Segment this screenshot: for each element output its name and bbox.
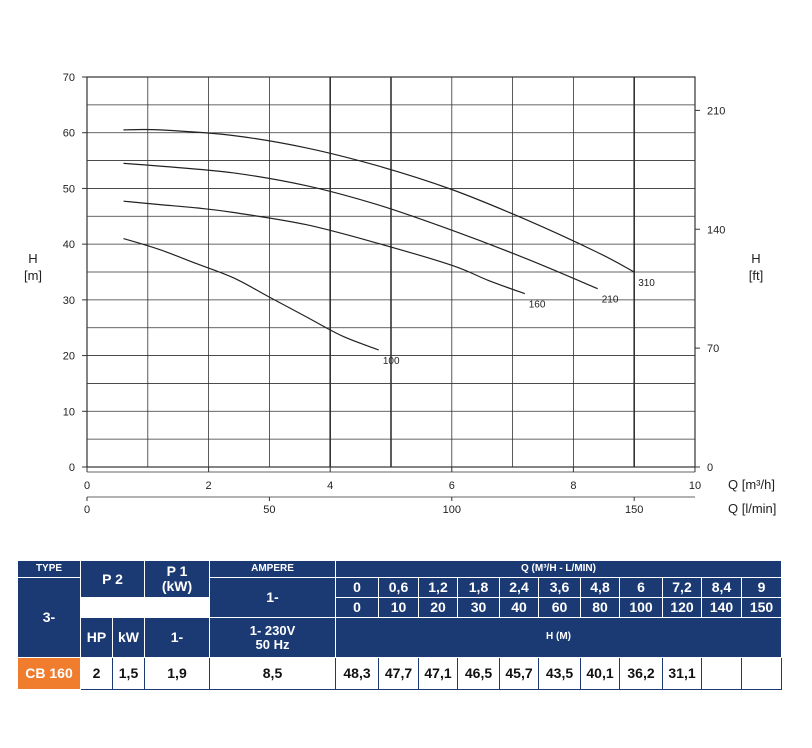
x-tick-label: 4 [327,480,333,492]
h-value [741,657,782,690]
q-m3h-cell: 3,6 [538,577,581,598]
q-m3h-cell: 6 [619,577,663,598]
p1-sub: 1- [144,617,210,658]
curve-label-100: 100 [383,356,400,367]
q-m3h-cell: 0,6 [378,577,419,598]
y-right-tick-label: 0 [707,462,713,474]
performance-curves: 100 160 210 310 [123,128,655,367]
curve-100 [123,238,380,351]
q-m3h-cell: 9 [741,577,782,598]
h-value: 40,1 [580,657,620,690]
q-m3h-cell: 8,4 [701,577,742,598]
p2-header: P 2 [80,560,145,598]
h-value: 46,5 [457,657,500,690]
q-lmin-cell: 40 [499,597,539,618]
curve-label-160: 160 [529,300,546,311]
y-tick-label: 70 [63,72,75,84]
q-m3h-cell: 1,2 [418,577,458,598]
q-m3h-cell: 2,4 [499,577,539,598]
p1-value: 1,9 [144,657,210,690]
y-right-tick-label: 70 [707,343,719,355]
h-value: 48,3 [335,657,379,690]
x2-axis-label: Q [l/min] [728,501,776,516]
y-tick-label: 60 [63,128,75,140]
x-axis-label: Q [m³/h] [728,477,775,492]
voltage-cell: 1- 230V 50 Hz [209,617,336,658]
curve-310 [123,128,635,273]
h-value: 47,7 [378,657,419,690]
q-lmin-cell: 30 [457,597,500,618]
q-m3h-cell: 0 [335,577,379,598]
q-lmin-cell: 10 [378,597,419,618]
ampere-sub: 1- [209,577,336,618]
x2-tick-label: 0 [84,504,90,516]
h-value [701,657,742,690]
x-tick-label: 8 [570,480,576,492]
x2-tick-label: 50 [263,504,275,516]
x2-tick-label: 100 [443,504,461,516]
y-tick-label: 0 [69,462,75,474]
p1-header: P 1 (kW) [144,560,210,598]
q-header: Q (M³/H - L/MIN) [335,560,782,578]
y-right-axis-label: H [ft] [749,251,763,283]
q-m3h-cell: 1,8 [457,577,500,598]
h-header: H (M) [335,617,782,658]
curve-160 [123,200,526,295]
x2-tick-label: 150 [625,504,643,516]
chart-grid [86,76,696,468]
y-tick-label: 50 [63,183,75,195]
axis-labels: H [m] H [ft] Q [m³/h] Q [l/min] [24,251,776,516]
q-m3h-cell: 4,8 [580,577,620,598]
x-tick-label: 6 [449,480,455,492]
y-right-tick-label: 140 [707,224,725,236]
q-lmin-cell: 140 [701,597,742,618]
y-tick-label: 20 [63,351,75,363]
model-cell: CB 160 [17,657,81,690]
q-m3h-cell: 7,2 [662,577,702,598]
q-lmin-cell: 60 [538,597,581,618]
h-value: 45,7 [499,657,539,690]
q-lmin-cell: 20 [418,597,458,618]
specification-table: TYPE P 2 P 1 (kW) AMPERE Q (M³/H - L/MIN)… [17,560,782,690]
hp-value: 2 [80,657,113,690]
type-header: TYPE [17,560,81,578]
q-lmin-cell: 0 [335,597,379,618]
ampere-header: AMPERE [209,560,336,578]
ampere-value: 8,5 [209,657,336,690]
h-value: 36,2 [619,657,663,690]
y-tick-label: 40 [63,239,75,251]
q-lmin-cell: 100 [619,597,663,618]
curve-210 [123,162,598,290]
curve-label-210: 210 [602,295,619,306]
hp-header: HP [80,617,113,658]
type-value: 3- [17,577,81,658]
kw-value: 1,5 [112,657,145,690]
y-axis-label: H [m] [24,251,42,283]
q-lmin-cell: 120 [662,597,702,618]
kw-header: kW [112,617,145,658]
x-tick-label: 0 [84,480,90,492]
q-lmin-cell: 150 [741,597,782,618]
curve-label-310: 310 [638,278,655,289]
h-value: 47,1 [418,657,458,690]
y-right-tick-label: 210 [707,105,725,117]
y-tick-label: 30 [63,295,75,307]
q-lmin-cell: 80 [580,597,620,618]
y-tick-label: 10 [63,406,75,418]
h-value: 31,1 [662,657,702,690]
x-tick-label: 10 [689,480,701,492]
h-value: 43,5 [538,657,581,690]
x-tick-label: 2 [206,480,212,492]
